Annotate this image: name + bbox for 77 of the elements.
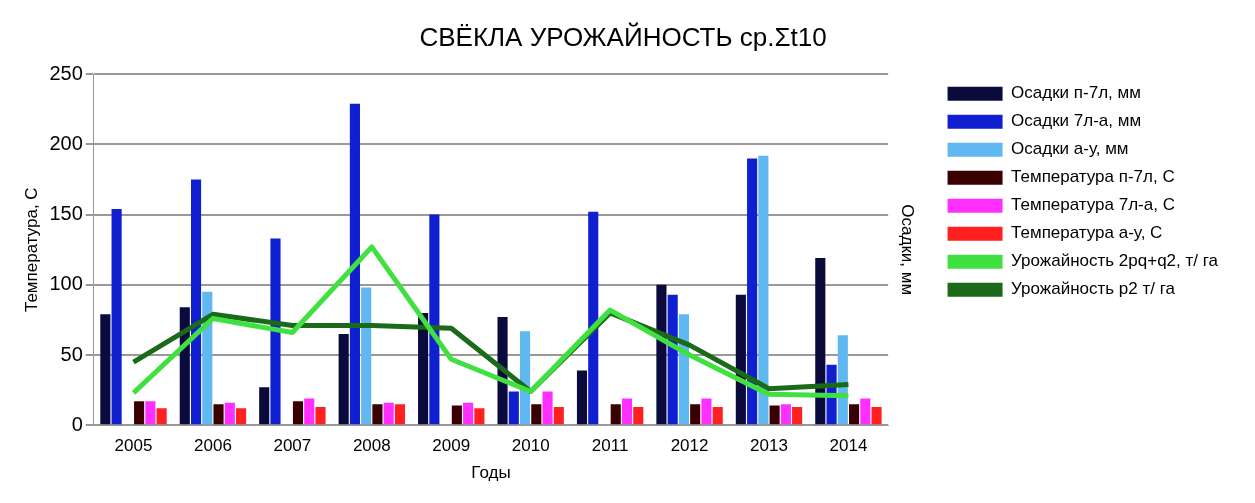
y-tick-label: 200 — [49, 131, 83, 154]
bar — [553, 406, 564, 425]
bar — [224, 402, 235, 425]
bar — [588, 211, 599, 425]
bar — [292, 401, 304, 425]
y-tick-label: 150 — [49, 202, 83, 225]
bar — [463, 402, 474, 425]
bar — [656, 284, 667, 425]
y-axis-title: Температура, С — [21, 187, 41, 313]
legend-label: Урожайность p2 т/ га — [1011, 279, 1176, 299]
bar — [145, 401, 156, 425]
bar — [394, 404, 405, 425]
bar — [621, 398, 633, 425]
bar — [213, 404, 224, 425]
x-tick-label: 2007 — [273, 436, 312, 456]
x-tick-label: 2008 — [352, 436, 391, 456]
chart-title: СВЁКЛА УРОЖАЙНОСТЬ ср.Σt10 — [419, 21, 827, 52]
x-tick-label: 2012 — [670, 436, 709, 456]
bar — [315, 406, 326, 425]
bar — [429, 214, 440, 425]
x-tick-label: 2009 — [432, 436, 471, 456]
bar — [270, 238, 281, 425]
bar — [610, 404, 621, 425]
bar — [633, 406, 644, 425]
x-tick-label: 2005 — [114, 436, 153, 456]
bar — [849, 404, 860, 425]
bar — [531, 404, 542, 425]
bar — [735, 294, 746, 425]
y-tick-label: 250 — [49, 61, 83, 84]
bar — [372, 404, 383, 425]
bar — [792, 406, 803, 425]
bar — [259, 387, 270, 425]
bar — [747, 158, 758, 425]
bar — [304, 398, 315, 425]
bar — [383, 402, 394, 425]
bar — [190, 179, 202, 425]
y-tick-label: 100 — [49, 272, 83, 295]
bar — [860, 398, 871, 425]
bar — [871, 406, 882, 425]
bar — [769, 405, 780, 425]
bar — [758, 155, 769, 425]
legend-label: Температура п-7л, С — [1011, 167, 1175, 187]
legend-label: Осадки п-7л, мм — [1011, 83, 1141, 103]
bar — [156, 408, 167, 425]
y-tick-label: 0 — [71, 412, 83, 435]
x-tick-label: 2006 — [194, 436, 232, 456]
legend-label: Урожайность 2pq+q2, т/ га — [1011, 251, 1219, 271]
y-tick-label: 50 — [60, 342, 83, 365]
legend-label: Осадки 7л-а, мм — [1011, 111, 1142, 131]
y2-axis-title: Осадки, мм — [897, 204, 917, 296]
bar — [690, 404, 701, 425]
bar — [100, 314, 111, 425]
legend-label: Температура а-у, С — [1011, 223, 1163, 243]
x-tick-label: 2011 — [591, 436, 629, 456]
bar — [542, 391, 553, 425]
bar — [780, 404, 791, 425]
bar — [712, 406, 723, 425]
bar — [667, 294, 678, 425]
bar — [474, 408, 485, 425]
x-axis-title: Годы — [471, 463, 511, 483]
bar — [815, 258, 826, 425]
legend-label: Температура 7л-а, С — [1011, 195, 1175, 215]
bar — [576, 370, 588, 425]
x-tick-label: 2014 — [829, 436, 868, 456]
bar — [519, 331, 531, 425]
x-tick-label: 2010 — [511, 436, 550, 456]
bar — [111, 208, 122, 425]
bar — [451, 405, 462, 425]
bar — [338, 333, 349, 425]
bar — [134, 401, 145, 425]
bar — [236, 408, 247, 425]
bar — [361, 287, 372, 425]
bar — [349, 103, 360, 425]
bar — [508, 391, 519, 425]
bar — [701, 398, 712, 425]
legend-label: Осадки а-у, мм — [1011, 139, 1129, 159]
x-tick-label: 2013 — [750, 436, 788, 456]
